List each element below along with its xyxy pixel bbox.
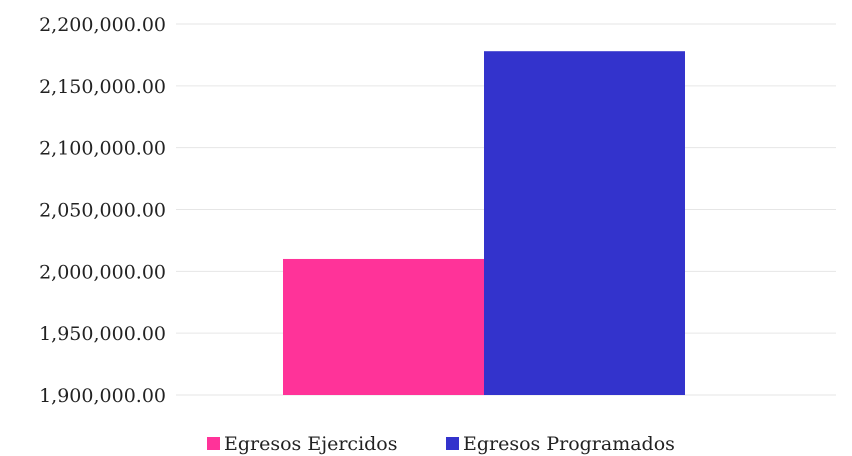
legend: Egresos Ejercidos Egresos Programados (207, 433, 675, 455)
y-tick-label: 2,000,000.00 (39, 261, 166, 283)
y-tick-label: 1,950,000.00 (39, 323, 166, 345)
y-tick-label: 2,100,000.00 (39, 138, 166, 160)
y-axis: 1,900,000.00 1,950,000.00 2,000,000.00 2,05… (39, 14, 166, 407)
y-tick-label: 1,900,000.00 (39, 385, 166, 407)
legend-swatch (446, 437, 459, 450)
y-tick-label: 2,150,000.00 (39, 76, 166, 98)
legend-swatch (207, 437, 220, 450)
bar-egresos-programados (484, 51, 685, 395)
bar-egresos-ejercidos (283, 258, 484, 395)
legend-label: Egresos Ejercidos (224, 433, 398, 455)
legend-label: Egresos Programados (463, 433, 675, 455)
bars (283, 51, 685, 395)
y-tick-label: 2,050,000.00 (39, 200, 166, 222)
y-tick-label: 2,200,000.00 (39, 14, 166, 36)
